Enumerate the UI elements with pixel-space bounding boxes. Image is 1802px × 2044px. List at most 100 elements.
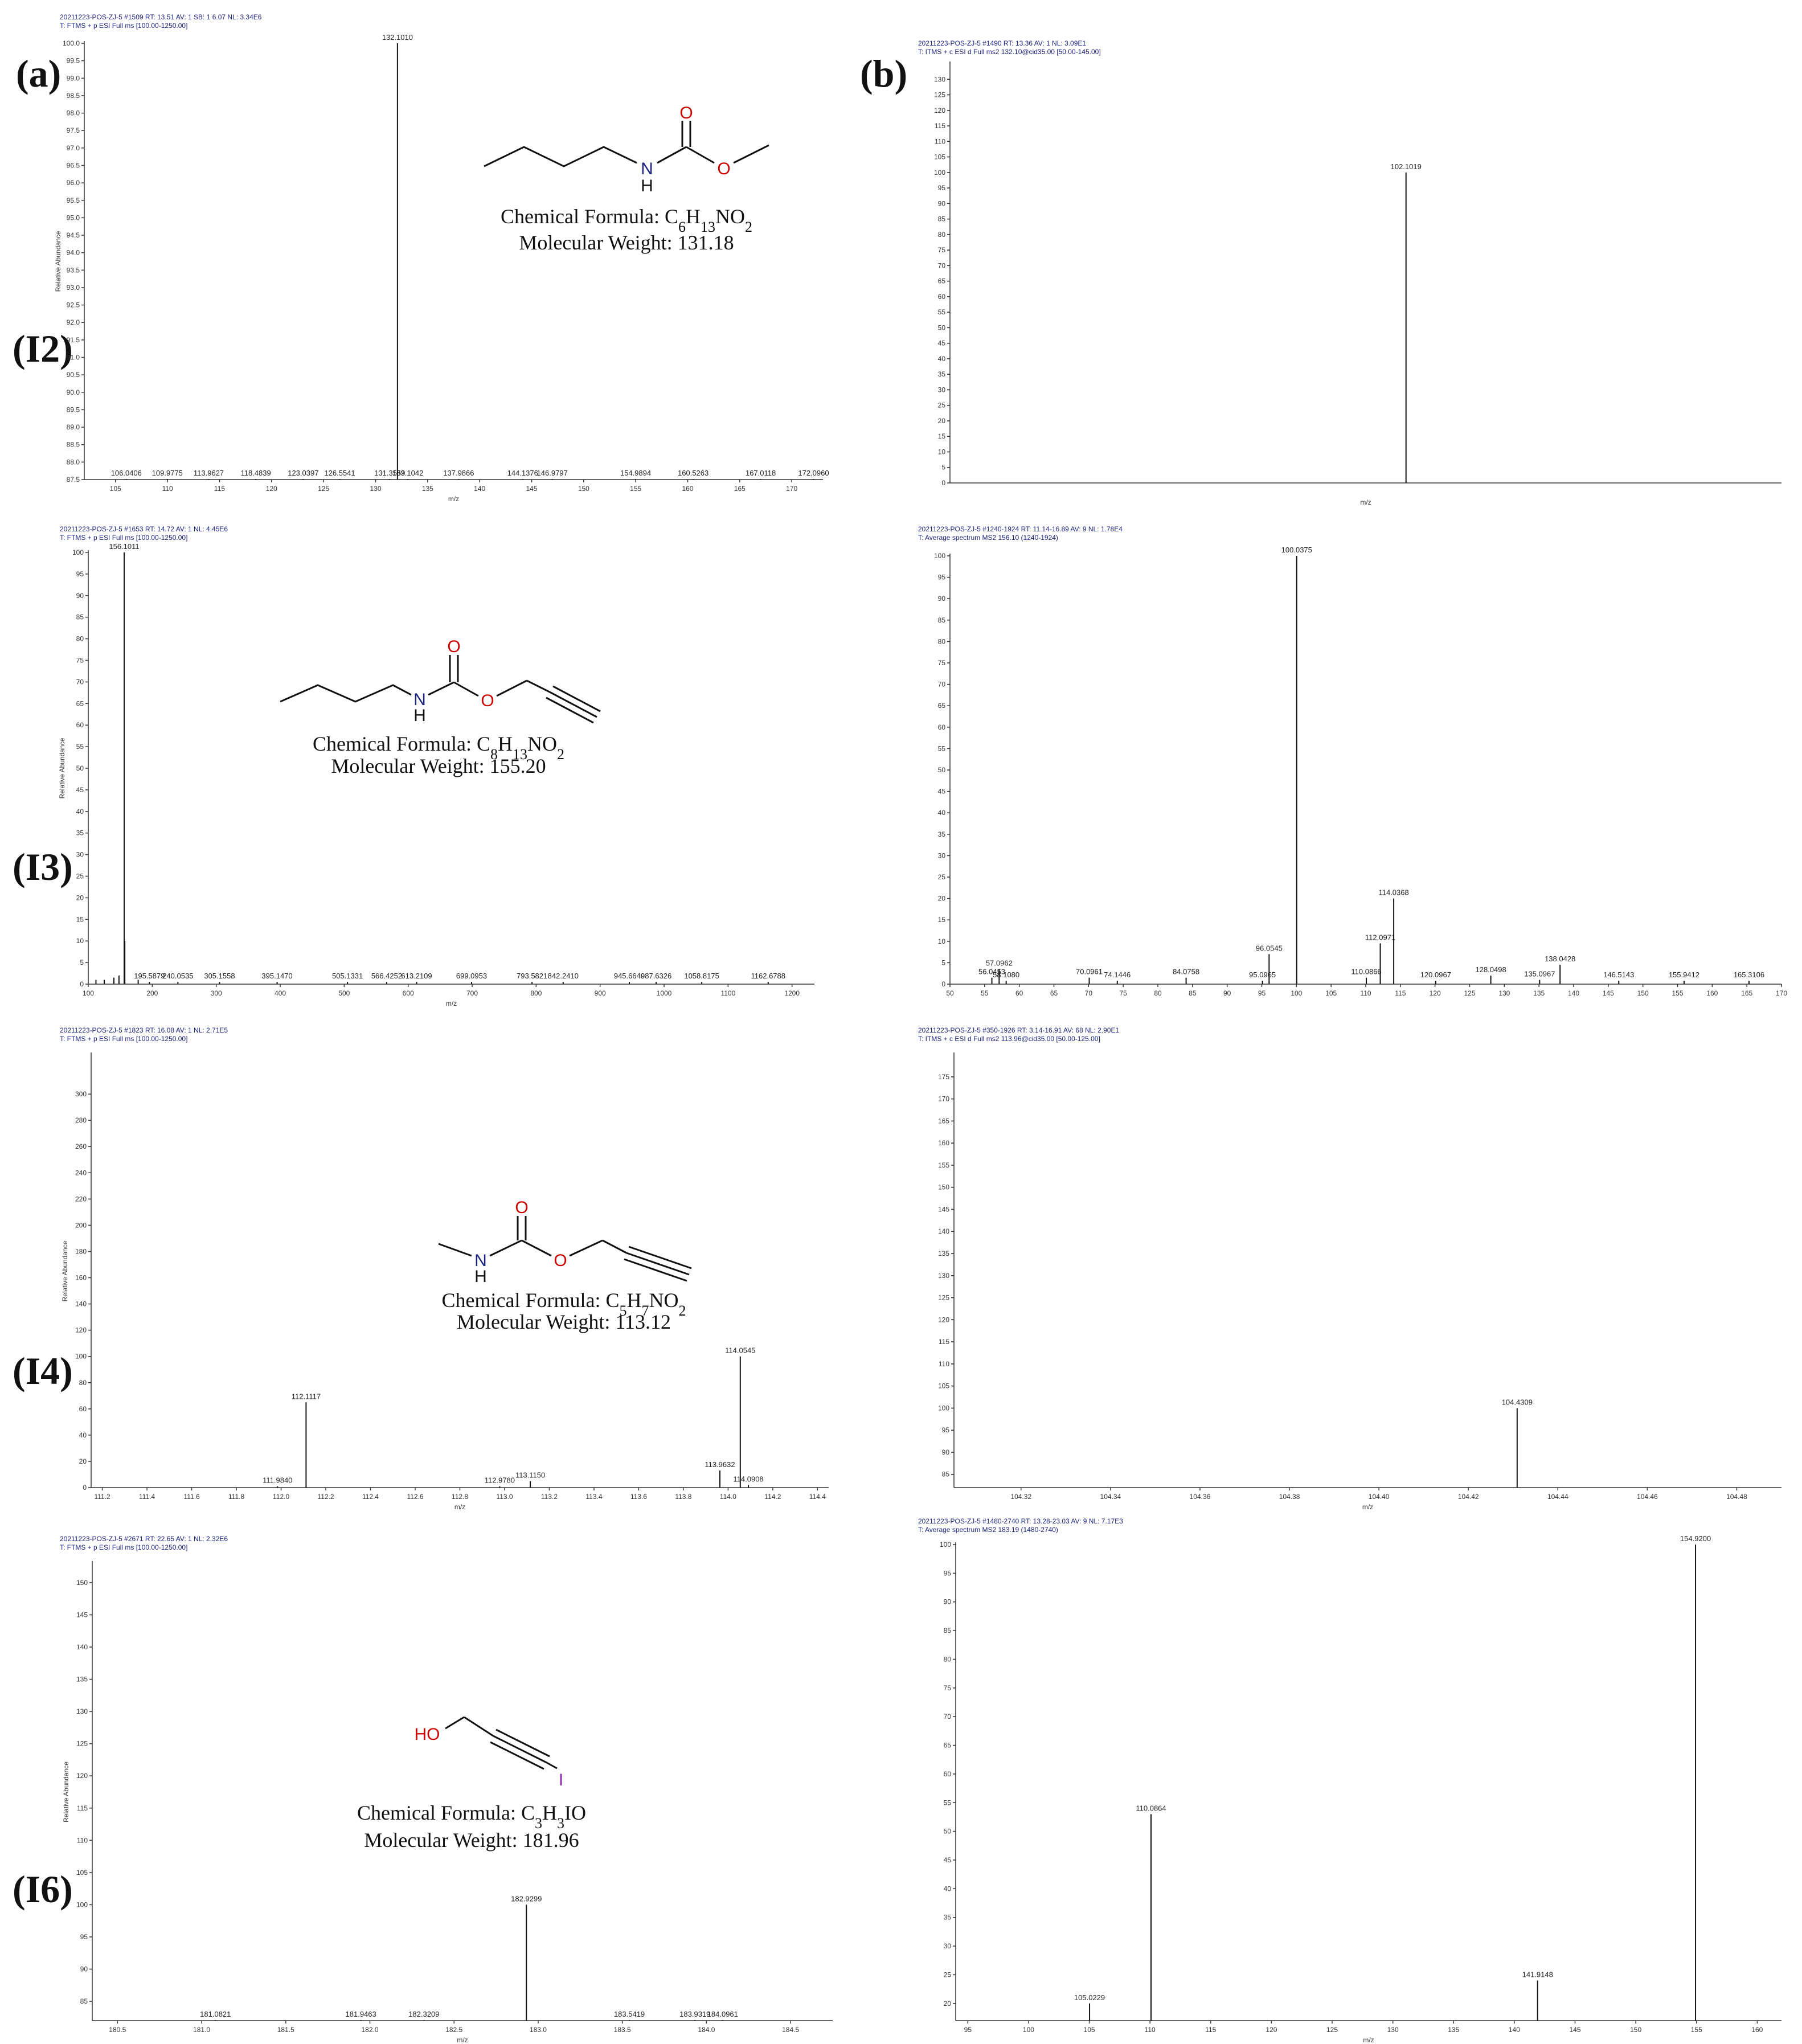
structure-i4-bond [489, 1239, 522, 1257]
formula-subscript: 2 [745, 219, 752, 235]
x-tick-label: 1200 [784, 989, 800, 997]
y-tick-label: 95 [938, 574, 946, 581]
y-tick-label: 99.5 [67, 57, 80, 65]
x-tick-label: 112.2 [317, 1493, 334, 1501]
structure-i3-oxygen: O [447, 637, 460, 656]
y-tick-label: 180 [75, 1247, 87, 1255]
x-tick-label: 112.6 [407, 1493, 423, 1501]
x-tick-label: 112.0 [273, 1493, 289, 1501]
x-tick-label: 111.2 [94, 1493, 110, 1501]
y-tick-label: 0 [941, 479, 945, 487]
y-tick-label: 85 [938, 616, 946, 624]
y-tick-label: 40 [944, 1885, 952, 1893]
y-tick-label: 105 [76, 1869, 88, 1877]
x-tick-label: 135 [1448, 2026, 1459, 2034]
molecular-weight-i2: Molecular Weight: 131.18 [519, 231, 734, 254]
y-tick-label: 20 [79, 1457, 87, 1465]
formula-element: H [686, 205, 701, 228]
structure-i2-bond [686, 146, 715, 164]
x-tick-label: 300 [211, 989, 222, 997]
x-tick-label: 75 [1119, 989, 1127, 997]
peak-label: 113.9627 [194, 469, 224, 477]
formula-subscript: 13 [701, 219, 715, 235]
x-tick-label: 900 [595, 989, 606, 997]
x-tick-label: 170 [1776, 989, 1787, 997]
x-tick-label: 160 [1706, 989, 1718, 997]
formula-element: NO [527, 732, 557, 755]
panel-label-b: (b) [860, 52, 907, 95]
structure-i2-bond [657, 146, 687, 164]
y-axis-label: Relative Abundance [62, 1762, 70, 1822]
y-tick-label: 150 [938, 1183, 949, 1191]
y-tick-label: 70 [938, 261, 946, 269]
peak-label: 110.0864 [1136, 1804, 1166, 1812]
y-tick-label: 145 [76, 1611, 88, 1619]
y-tick-label: 30 [76, 851, 84, 859]
structure-i3-triple-bond [549, 691, 597, 718]
formula-subscript: 2 [678, 1302, 686, 1319]
x-tick-label: 115 [214, 485, 225, 493]
y-tick-label: 25 [938, 873, 946, 881]
y-tick-label: 115 [77, 1804, 88, 1812]
x-axis-label: m/z [454, 1503, 465, 1511]
peak-label: 842.2410 [548, 972, 579, 980]
x-tick-label: 113.6 [630, 1493, 647, 1501]
spectrum-header: T: FTMS + p ESI Full ms [100.00-1250.00] [60, 534, 187, 542]
y-tick-label: 45 [938, 339, 946, 347]
x-tick-label: 100 [1023, 2026, 1034, 2034]
y-tick-label: 90 [942, 1448, 950, 1456]
x-tick-label: 55 [981, 989, 989, 997]
y-tick-label: 85 [944, 1627, 952, 1635]
peak-label: 132.1010 [382, 33, 413, 42]
peak-label: 135.0967 [1524, 969, 1555, 978]
x-tick-label: 140 [1568, 989, 1579, 997]
x-tick-label: 112.4 [362, 1493, 379, 1501]
y-tick-label: 25 [944, 1971, 952, 1979]
peak-label: 112.0971 [1365, 933, 1395, 942]
panel-label-i4: (I4) [13, 1349, 73, 1392]
y-tick-label: 65 [76, 699, 84, 707]
x-tick-label: 114.0 [720, 1493, 736, 1501]
y-tick-label: 95.5 [67, 196, 80, 204]
x-tick-label: 113.2 [541, 1493, 558, 1501]
y-tick-label: 300 [75, 1090, 87, 1098]
x-tick-label: 85 [1189, 989, 1197, 997]
x-tick-label: 104.36 [1190, 1493, 1211, 1501]
formula-prefix: Chemical Formula: [357, 1801, 521, 1824]
y-tick-label: 90 [76, 592, 84, 600]
structure-i6-bond [464, 1716, 494, 1737]
panel-label-i3: (I3) [13, 845, 73, 888]
y-tick-label: 5 [80, 958, 84, 966]
x-tick-label: 60 [1015, 989, 1023, 997]
y-tick-label: 95 [944, 1569, 952, 1577]
formula-value: C5H7NO2 [605, 1289, 686, 1319]
y-tick-label: 30 [944, 1942, 952, 1950]
y-tick-label: 40 [938, 355, 946, 363]
y-tick-label: 25 [938, 402, 946, 409]
y-tick-label: 89.5 [67, 405, 80, 413]
x-tick-label: 145 [1569, 2026, 1580, 2034]
y-tick-label: 5 [941, 464, 945, 472]
x-tick-label: 1100 [720, 989, 735, 997]
y-tick-label: 35 [76, 829, 84, 837]
y-tick-label: 99.0 [67, 74, 80, 82]
y-axis-label: Relative Abundance [61, 1240, 69, 1301]
structure-i2-oxygen: O [679, 104, 693, 122]
panel-label-a: (a) [16, 52, 61, 95]
x-tick-label: 170 [786, 485, 797, 493]
y-tick-label: 92.5 [67, 301, 80, 309]
y-tick-label: 20 [938, 895, 946, 903]
y-tick-label: 85 [942, 1470, 950, 1478]
formula-i4: Chemical Formula: C5H7NO2 [442, 1289, 686, 1319]
x-tick-label: 181.5 [277, 2026, 294, 2034]
x-tick-label: 110 [162, 485, 173, 493]
x-tick-label: 105 [1084, 2026, 1095, 2034]
y-tick-label: 10 [938, 937, 946, 945]
y-tick-label: 105 [938, 1382, 949, 1390]
peak-label: 126.5541 [324, 469, 355, 477]
y-tick-label: 75 [944, 1684, 952, 1692]
y-tick-label: 130 [76, 1707, 88, 1715]
peak-label: 154.9894 [620, 469, 651, 477]
peak-label: 109.9775 [152, 469, 183, 477]
peak-label: 58.1080 [993, 970, 1019, 979]
